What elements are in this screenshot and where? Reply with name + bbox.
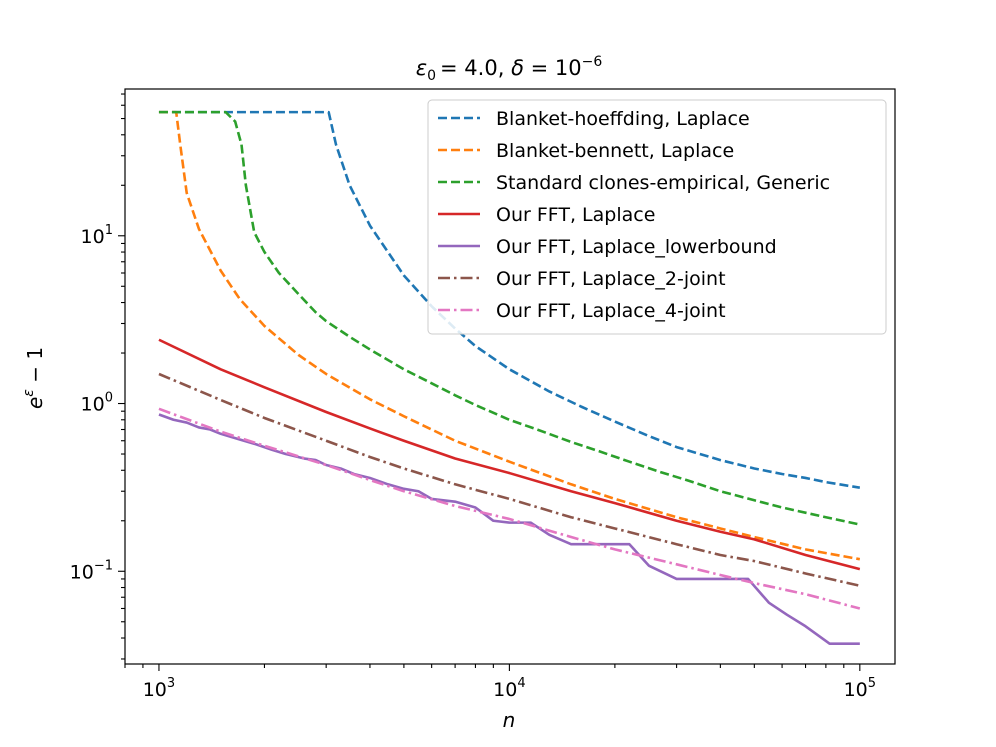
y-tick-exponent: 1 bbox=[105, 223, 113, 238]
x-tick-exponent: 3 bbox=[167, 676, 175, 691]
series-line-2 bbox=[158, 110, 861, 561]
legend-box bbox=[427, 99, 887, 335]
series-line-7 bbox=[158, 407, 861, 610]
y-tick-base: 10 bbox=[70, 561, 94, 583]
plot-frame bbox=[124, 88, 896, 665]
x-tick-label: 103 bbox=[143, 676, 175, 701]
series-lines bbox=[158, 110, 861, 645]
title-delta-symbol: δ bbox=[511, 56, 524, 80]
title-eps-subscript: 0 bbox=[427, 68, 436, 84]
y-tick-base: 10 bbox=[81, 394, 105, 416]
y-label-rest: − 1 bbox=[23, 347, 47, 389]
legend-label-2: Blanket-bennett, Laplace bbox=[496, 140, 734, 162]
y-tick-exponent: 0 bbox=[105, 391, 113, 406]
x-tick-exponent: 5 bbox=[868, 676, 876, 691]
y-tick-label: 100 bbox=[81, 391, 113, 416]
x-tick-base: 10 bbox=[143, 679, 167, 701]
legend-label-5: Our FFT, Laplace_lowerbound bbox=[496, 236, 777, 258]
title-delta-value: = 10 bbox=[524, 56, 582, 80]
legend-label-7: Our FFT, Laplace_4-joint bbox=[496, 300, 726, 322]
y-tick-label: 101 bbox=[81, 223, 113, 248]
y-label-base: e bbox=[23, 397, 47, 409]
title-delta-exponent: −6 bbox=[582, 54, 603, 70]
y-tick-exponent: −1 bbox=[94, 558, 113, 573]
y-tick-label: 10−1 bbox=[70, 558, 113, 583]
series-line-6 bbox=[158, 372, 861, 587]
series-line-1 bbox=[158, 110, 861, 489]
series-line-4 bbox=[158, 338, 861, 571]
x-tick-base: 10 bbox=[844, 679, 868, 701]
title-eps-value: = 4.0, bbox=[440, 56, 511, 80]
x-tick-exponent: 4 bbox=[517, 676, 525, 691]
x-tick-base: 10 bbox=[493, 679, 517, 701]
legend-label-1: Blanket-hoeffding, Laplace bbox=[496, 108, 750, 130]
y-tick-base: 10 bbox=[81, 226, 105, 248]
title-eps-symbol: ε bbox=[416, 56, 427, 80]
y-label-exponent: ε bbox=[21, 389, 37, 397]
chart-title: ε0 = 4.0, δ = 10−6 bbox=[416, 54, 603, 84]
legend: Blanket-hoeffding, Laplace Blanket-bennet… bbox=[427, 99, 887, 335]
x-axis-label: n bbox=[503, 708, 516, 732]
y-axis-label: eε − 1 bbox=[21, 347, 47, 409]
legend-label-4: Our FFT, Laplace bbox=[496, 204, 655, 226]
legend-label-3: Standard clones-empirical, Generic bbox=[496, 172, 830, 194]
x-tick-label: 104 bbox=[493, 676, 525, 701]
series-line-3 bbox=[158, 110, 861, 526]
legend-label-6: Our FFT, Laplace_2-joint bbox=[496, 268, 726, 290]
x-tick-label: 105 bbox=[844, 676, 876, 701]
